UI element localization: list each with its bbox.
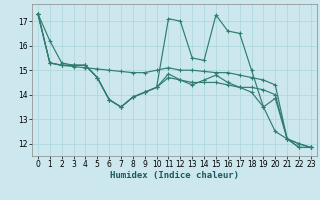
X-axis label: Humidex (Indice chaleur): Humidex (Indice chaleur) <box>110 171 239 180</box>
